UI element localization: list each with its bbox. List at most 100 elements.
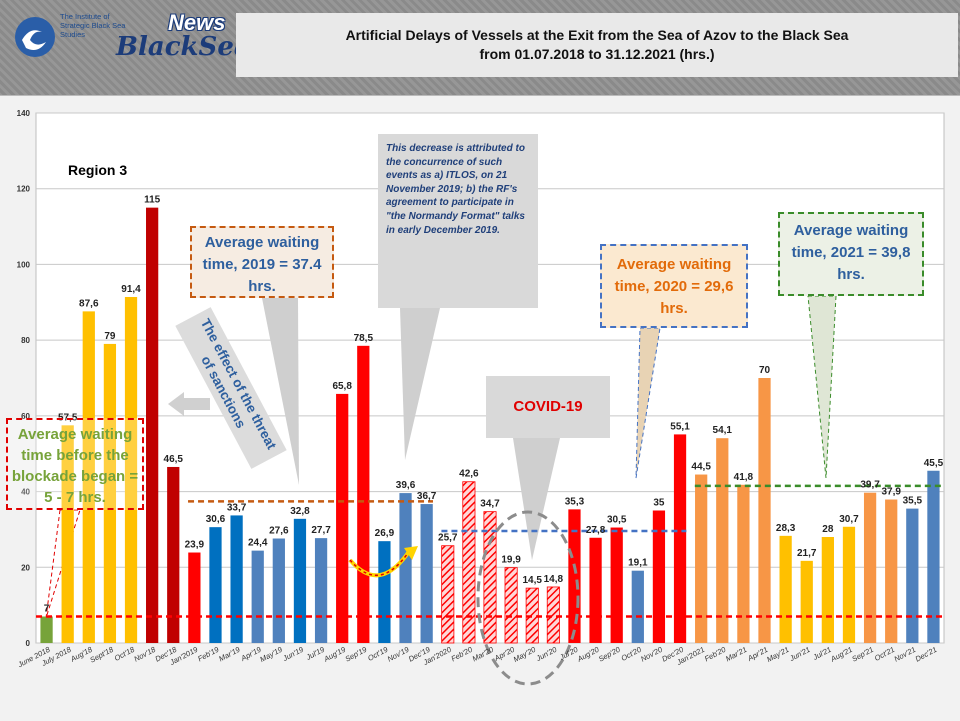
bar bbox=[188, 552, 201, 643]
x-tick-label: Feb'20 bbox=[450, 644, 475, 663]
bar bbox=[737, 484, 750, 643]
bar bbox=[716, 438, 729, 643]
x-tick-label: Mar'21 bbox=[724, 645, 748, 664]
x-tick-label: Nov'18 bbox=[132, 644, 157, 663]
x-tick-label: Sep'19 bbox=[344, 644, 369, 663]
trend-arrow-dash bbox=[349, 549, 411, 576]
data-label: 79 bbox=[104, 331, 116, 342]
avg-2021-box: Average waiting time, 2021 = 39,8 hrs. bbox=[778, 212, 924, 296]
x-tick-label: Sep'21 bbox=[850, 645, 875, 664]
decrease-note: This decrease is attributed to the concu… bbox=[378, 134, 538, 308]
bar bbox=[800, 560, 813, 643]
bar bbox=[568, 509, 581, 643]
bar bbox=[40, 616, 53, 643]
x-tick-label: Aug'20 bbox=[575, 644, 601, 664]
data-label: 32,8 bbox=[290, 506, 310, 517]
data-label: 70 bbox=[759, 365, 771, 376]
bar bbox=[357, 345, 370, 643]
x-tick-label: Nov'21 bbox=[893, 645, 918, 664]
bar bbox=[546, 586, 560, 644]
news-logo-text: News bbox=[168, 10, 226, 35]
bar bbox=[906, 508, 919, 643]
x-tick-label: Oct'21 bbox=[873, 645, 896, 663]
x-tick-label: Mar'19 bbox=[217, 644, 242, 663]
data-label: 25,7 bbox=[438, 533, 458, 544]
x-tick-label: Sep'20 bbox=[597, 644, 622, 663]
data-label: 23,9 bbox=[185, 540, 205, 551]
data-label: 28,3 bbox=[776, 523, 796, 534]
avg-2019-box: Average waiting time, 2019 = 37.4 hrs. bbox=[190, 226, 334, 298]
bar bbox=[209, 527, 222, 643]
data-label: 55,1 bbox=[670, 421, 690, 432]
y-tick-label: 60 bbox=[21, 412, 30, 421]
avg-2020-box: Average waiting time, 2020 = 29,6 hrs. bbox=[600, 244, 748, 328]
data-label: 65,8 bbox=[332, 381, 352, 392]
x-tick-label: Aug'19 bbox=[322, 644, 348, 664]
bar bbox=[673, 434, 687, 643]
bar bbox=[758, 378, 771, 643]
data-label: 35,5 bbox=[903, 496, 923, 507]
data-label: 27,6 bbox=[269, 526, 289, 537]
data-label: 30,6 bbox=[206, 514, 226, 525]
callout-pointer bbox=[262, 298, 299, 485]
data-label: 78,5 bbox=[354, 333, 374, 344]
data-label: 19,1 bbox=[628, 558, 648, 569]
callout-pointer bbox=[635, 327, 661, 479]
x-tick-label: Aug'21 bbox=[828, 645, 854, 664]
bar bbox=[293, 518, 307, 643]
data-label: 7 bbox=[44, 604, 50, 615]
data-label: 87,6 bbox=[79, 298, 99, 309]
data-label: 14,8 bbox=[544, 574, 564, 585]
x-tick-label: Nov'19 bbox=[386, 644, 411, 663]
data-label: 21,7 bbox=[797, 548, 817, 559]
bar bbox=[399, 493, 412, 643]
bar bbox=[82, 311, 95, 643]
bar bbox=[251, 550, 264, 643]
data-label: 45,5 bbox=[924, 458, 944, 469]
x-tick-label: May'20 bbox=[512, 644, 538, 664]
x-tick-label: Jun'19 bbox=[280, 644, 305, 663]
y-tick-label: 140 bbox=[17, 109, 31, 118]
data-label: 37,9 bbox=[881, 487, 901, 498]
data-label: 14,5 bbox=[522, 575, 542, 586]
data-label: 57,5 bbox=[58, 412, 78, 423]
covid-ellipse bbox=[476, 510, 580, 686]
x-tick-label: Feb'20 bbox=[703, 644, 728, 663]
data-label: 39,7 bbox=[860, 480, 880, 491]
data-label: 33,7 bbox=[227, 502, 247, 513]
x-tick-label: Mar'20 bbox=[471, 644, 496, 663]
data-label: 28 bbox=[822, 524, 834, 535]
institute-logo-icon bbox=[15, 17, 55, 57]
bar bbox=[420, 504, 433, 643]
callout-pointer bbox=[400, 308, 440, 460]
blacksea-logo-text: BlackSea bbox=[116, 32, 251, 62]
chart-title-box: Artificial Delays of Vessels at the Exit… bbox=[236, 13, 958, 77]
avg-before-box: Average waiting time before the blockade… bbox=[6, 418, 144, 510]
institute-name: The Institute of Strategic Black Sea Stu… bbox=[60, 12, 126, 39]
data-label: 115 bbox=[144, 195, 161, 206]
y-tick-label: 120 bbox=[17, 185, 31, 194]
bar bbox=[695, 474, 708, 643]
bar bbox=[483, 511, 497, 644]
bar bbox=[779, 535, 792, 643]
bar bbox=[885, 499, 898, 643]
x-tick-label: Jun'21 bbox=[787, 645, 811, 664]
data-label: 42,6 bbox=[459, 469, 479, 480]
x-tick-label: Nov'20 bbox=[639, 644, 664, 663]
y-tick-label: 40 bbox=[21, 488, 30, 497]
bar bbox=[61, 425, 74, 643]
bar bbox=[336, 393, 349, 643]
bar bbox=[504, 567, 518, 644]
bar bbox=[378, 541, 391, 643]
data-label: 41,8 bbox=[734, 472, 754, 483]
data-label: 35 bbox=[653, 498, 665, 509]
data-label: 39,6 bbox=[396, 480, 416, 491]
data-label: 24,4 bbox=[248, 538, 268, 549]
bar bbox=[863, 492, 877, 643]
region-label: Region 3 bbox=[68, 162, 128, 178]
bar bbox=[230, 515, 243, 643]
data-label: 36,7 bbox=[417, 491, 437, 502]
bar bbox=[652, 510, 666, 643]
data-label: 19,9 bbox=[501, 555, 521, 566]
bar bbox=[272, 538, 285, 643]
